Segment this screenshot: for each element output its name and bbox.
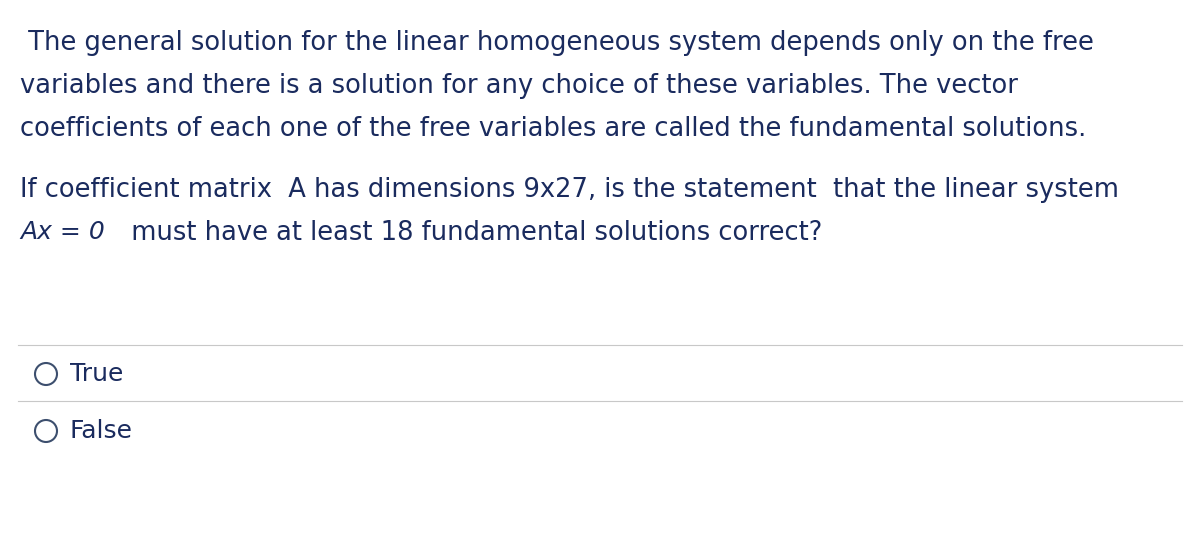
Text: Ax = 0: Ax = 0 — [20, 220, 104, 244]
Text: variables and there is a solution for any choice of these variables. The vector: variables and there is a solution for an… — [20, 73, 1018, 99]
Text: must have at least 18 fundamental solutions correct?: must have at least 18 fundamental soluti… — [115, 220, 822, 246]
Text: coefficients of each one of the free variables are called the fundamental soluti: coefficients of each one of the free var… — [20, 116, 1086, 142]
Text: If coefficient matrix  A has dimensions 9x27, is the statement  that the linear : If coefficient matrix A has dimensions 9… — [20, 177, 1120, 203]
Text: False: False — [70, 419, 133, 443]
Text: True: True — [70, 362, 124, 386]
Text: The general solution for the linear homogeneous system depends only on the free: The general solution for the linear homo… — [20, 30, 1094, 56]
